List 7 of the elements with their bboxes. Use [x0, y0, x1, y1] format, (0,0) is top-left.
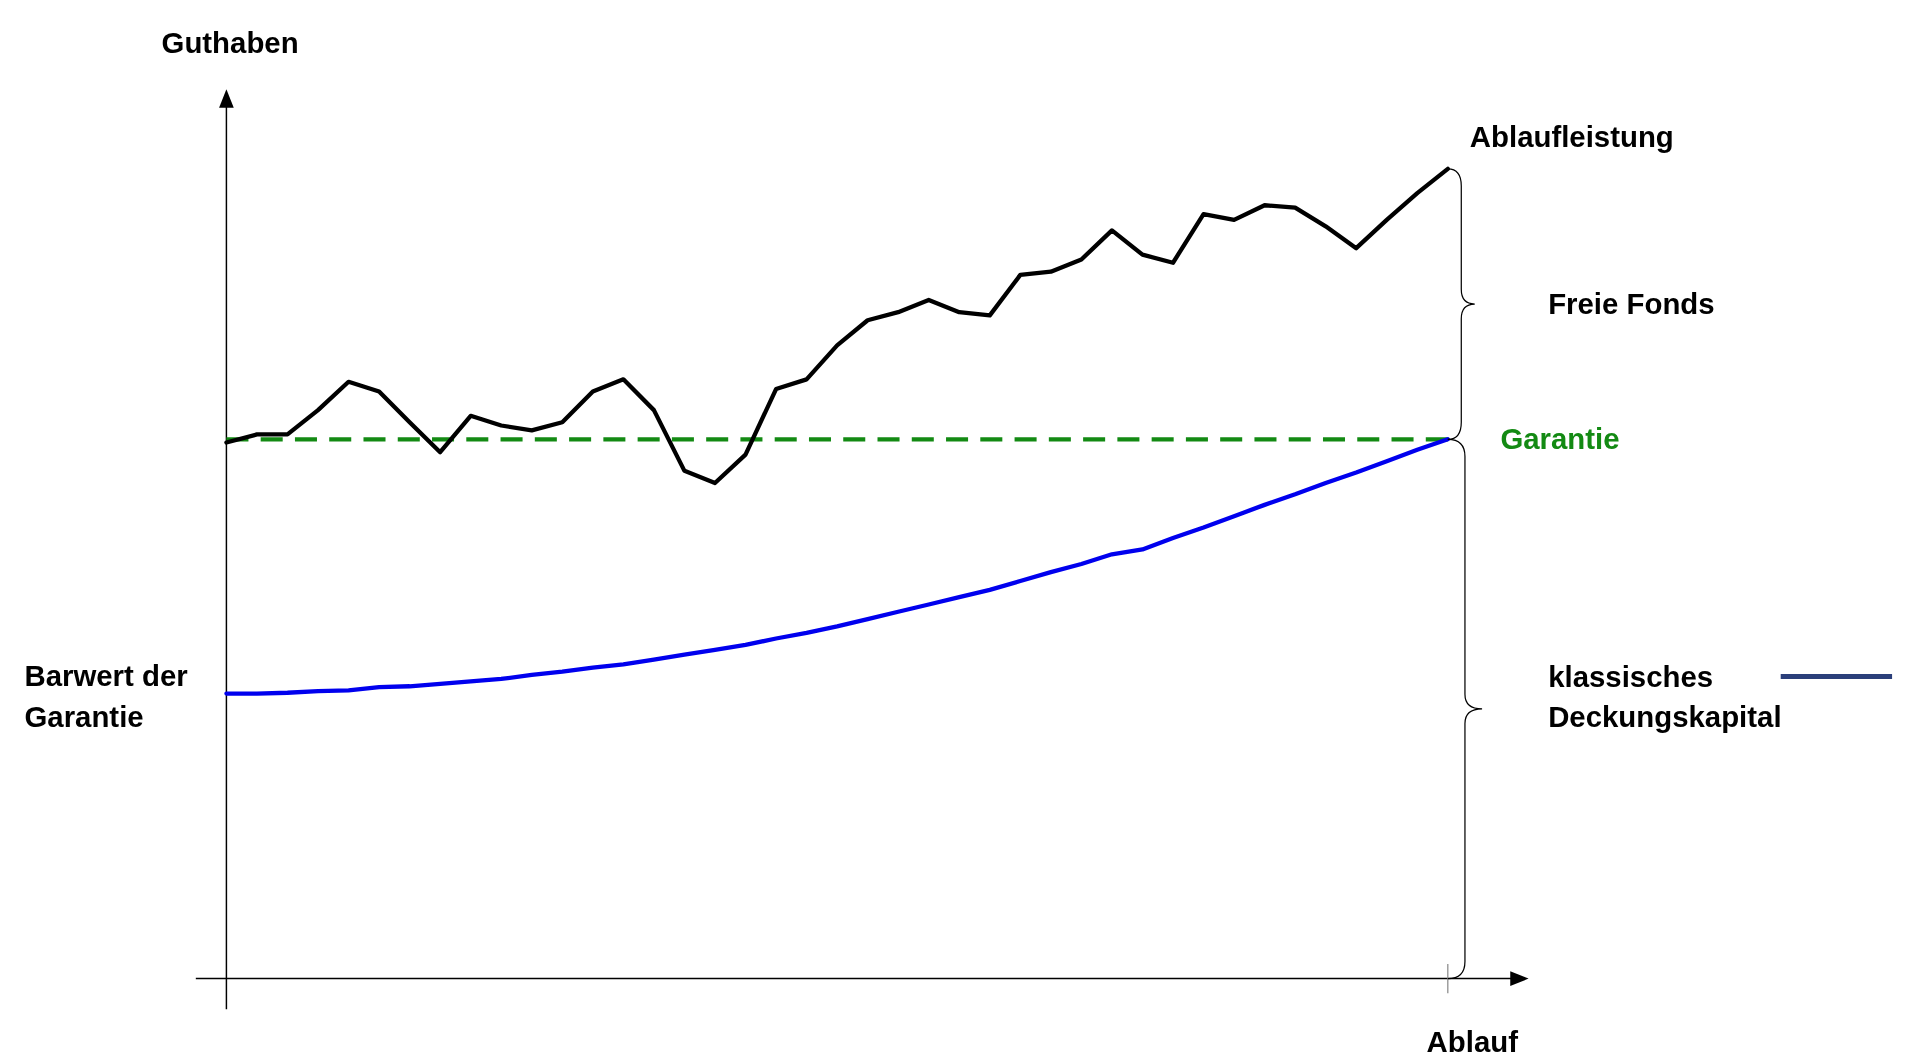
ref-line-label: Garantie	[1500, 422, 1620, 456]
x-axis-title: Ablauf	[1426, 1025, 1519, 1058]
text: Barwert der Garantie	[24, 659, 188, 733]
text: Freie Fonds	[1548, 286, 1715, 320]
text: Ablaufleistung	[1469, 119, 1674, 153]
y-axis-title: Guthaben	[161, 25, 299, 59]
text: klassisches Deckungskapital	[1548, 659, 1782, 734]
